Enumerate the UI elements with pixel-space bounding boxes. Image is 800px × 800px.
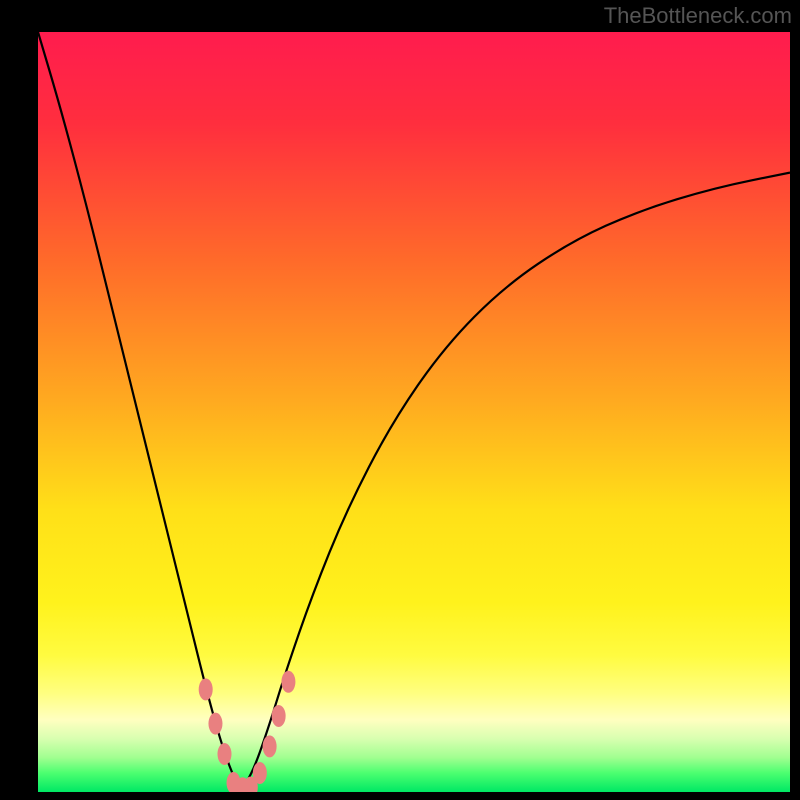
chart-svg [38, 32, 790, 792]
watermark-text: TheBottleneck.com [604, 3, 792, 29]
curve-marker [253, 762, 267, 784]
chart-background [38, 32, 790, 792]
curve-marker [281, 671, 295, 693]
curve-marker [217, 743, 231, 765]
curve-marker [199, 678, 213, 700]
curve-marker [272, 705, 286, 727]
chart-plot-area [38, 32, 790, 792]
curve-marker [208, 713, 222, 735]
curve-marker [263, 735, 277, 757]
